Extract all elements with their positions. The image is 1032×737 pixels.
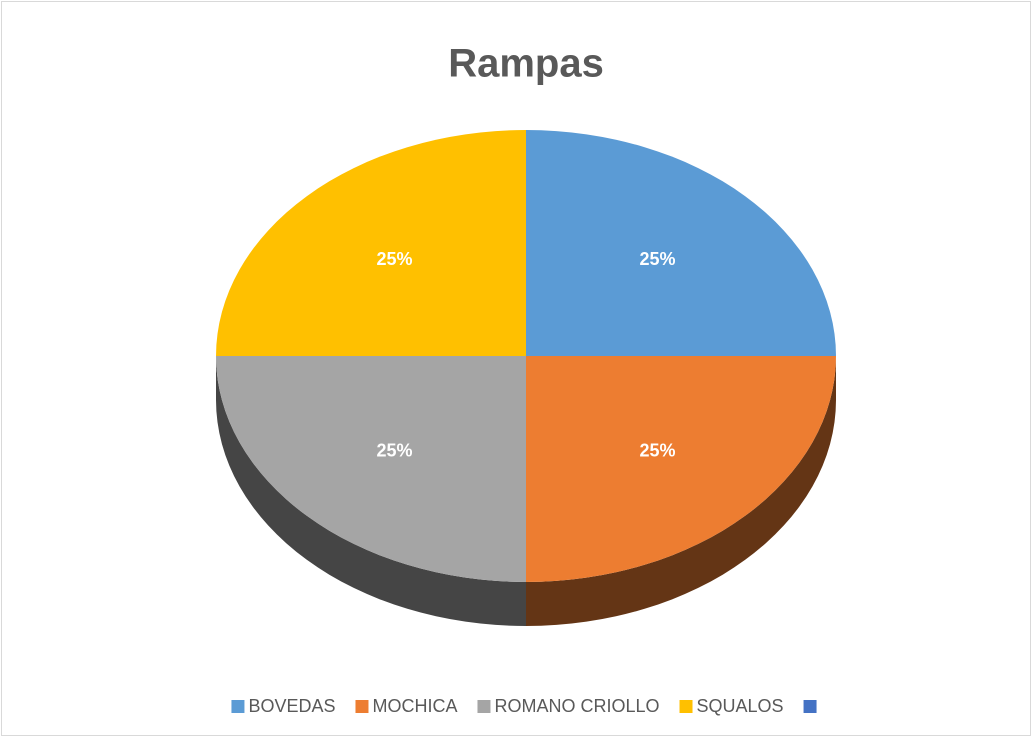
- legend-swatch: [355, 700, 369, 713]
- legend-label: SQUALOS: [697, 696, 784, 716]
- data-label: 25%: [376, 249, 412, 269]
- slice-side: [216, 356, 526, 626]
- legend-label: MOCHICA: [372, 696, 457, 716]
- slice: [216, 356, 526, 582]
- slice: [526, 356, 836, 582]
- slice: [216, 130, 526, 356]
- legend-swatch: [679, 700, 693, 713]
- chart-title: Rampas: [448, 42, 604, 86]
- legend-label: BOVEDAS: [248, 696, 335, 716]
- legend-swatch: [803, 700, 817, 713]
- slice-side: [526, 356, 836, 626]
- legend-swatch: [231, 700, 245, 713]
- legend-label: ROMANO CRIOLLO: [494, 696, 659, 716]
- data-label: 25%: [376, 441, 412, 461]
- slice: [526, 130, 836, 356]
- data-label: 25%: [640, 441, 676, 461]
- data-label: 25%: [640, 249, 676, 269]
- legend-swatch: [477, 700, 491, 713]
